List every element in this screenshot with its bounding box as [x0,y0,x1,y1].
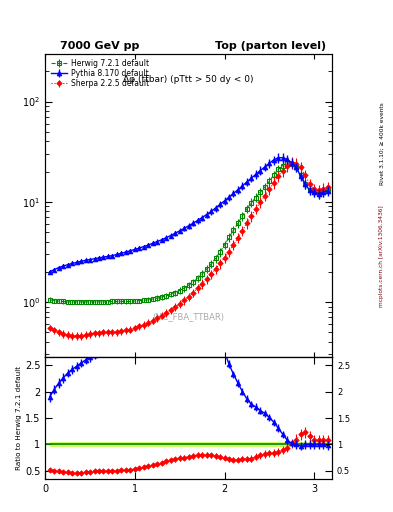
Text: 7000 GeV pp: 7000 GeV pp [60,41,139,51]
Y-axis label: Ratio to Herwig 7.2.1 default: Ratio to Herwig 7.2.1 default [16,366,22,470]
Text: Δφ (tt̅bar) (pTtt > 50 dy < 0): Δφ (tt̅bar) (pTtt > 50 dy < 0) [123,75,254,84]
Text: Top (parton level): Top (parton level) [215,41,326,51]
Text: mcplots.cern.ch [arXiv:1306.3436]: mcplots.cern.ch [arXiv:1306.3436] [380,205,384,307]
Text: (MC_FBA_TTBAR): (MC_FBA_TTBAR) [152,312,225,321]
Legend: Herwig 7.2.1 default, Pythia 8.170 default, Sherpa 2.2.5 default: Herwig 7.2.1 default, Pythia 8.170 defau… [49,57,151,90]
Text: Rivet 3.1.10; ≥ 400k events: Rivet 3.1.10; ≥ 400k events [380,102,384,185]
